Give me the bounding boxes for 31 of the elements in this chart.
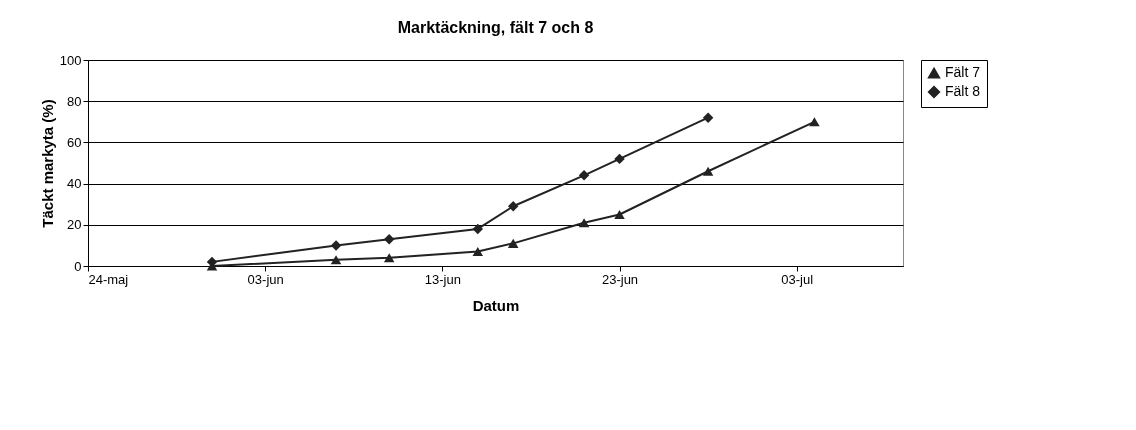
point (472, 223, 484, 235)
x-axis-title: Datum (472, 296, 520, 314)
x-tick-label: 03-jun (247, 271, 284, 287)
point (383, 233, 395, 245)
point (702, 166, 714, 176)
point (809, 117, 820, 127)
point (578, 218, 590, 228)
legend-label: Fält 8 (945, 83, 981, 99)
x-tick-label: 13-jun (424, 271, 461, 287)
y-tick-label: 0 (74, 258, 82, 274)
point (614, 153, 625, 165)
point (472, 247, 484, 257)
point (330, 240, 342, 251)
y-tick-label: 80 (67, 93, 82, 109)
x-tick-label: 24-maj (88, 271, 129, 287)
y-tick-label: 100 (59, 52, 82, 68)
y-tick-label: 20 (67, 217, 82, 233)
point (507, 201, 519, 212)
point (507, 238, 519, 248)
point (330, 255, 342, 265)
point (578, 170, 590, 181)
x-tick-label: 23-jun (601, 271, 639, 287)
point (614, 209, 625, 220)
y-axis-title: Täckt markyta (%) (38, 99, 56, 228)
y-tick-label: 40 (67, 176, 82, 192)
chart-title: Marktäckning, fält 7 och 8 (397, 19, 594, 36)
y-tick-label: 60 (67, 134, 82, 150)
point (383, 253, 395, 263)
x-tick-label: 03-jul (781, 271, 814, 287)
point (702, 112, 714, 123)
legend-label: Fält 7 (945, 64, 981, 80)
